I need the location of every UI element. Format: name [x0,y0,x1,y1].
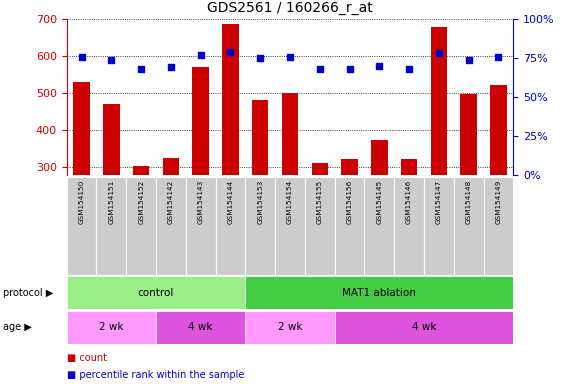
Bar [245,311,335,344]
Text: GSM154156: GSM154156 [346,180,353,224]
Text: GSM154146: GSM154146 [406,180,412,224]
Point [77,53,86,60]
Bar [282,93,298,278]
Text: 4 wk: 4 wk [412,322,436,333]
Text: GSM154151: GSM154151 [108,180,114,224]
Title: GDS2561 / 160266_r_at: GDS2561 / 160266_r_at [207,2,373,15]
Bar [222,24,238,278]
Bar [103,104,119,278]
Bar [364,177,394,275]
Point [196,52,205,58]
Text: ■ percentile rank within the sample: ■ percentile rank within the sample [67,370,244,380]
Text: GSM154154: GSM154154 [287,180,293,224]
Bar [156,177,186,275]
Text: GSM154152: GSM154152 [138,180,144,224]
Bar [305,177,335,275]
Text: MAT1 ablation: MAT1 ablation [342,288,416,298]
Bar [193,66,209,278]
Text: GSM154148: GSM154148 [466,180,472,224]
Bar [490,85,506,278]
Point [166,65,176,71]
Text: GSM154145: GSM154145 [376,180,382,224]
Bar [67,311,156,344]
Text: 2 wk: 2 wk [278,322,302,333]
Text: control: control [138,288,174,298]
Text: GSM154153: GSM154153 [257,180,263,224]
Bar [96,177,126,275]
Text: GSM154149: GSM154149 [495,180,502,224]
Point [464,56,473,63]
Bar [245,276,513,309]
Bar [133,166,149,278]
Bar [245,177,275,275]
Bar [275,177,305,275]
Bar [484,177,513,275]
Text: 2 wk: 2 wk [99,322,124,333]
Point [136,66,146,72]
Point [315,66,324,72]
Bar [461,94,477,278]
Text: GSM154142: GSM154142 [168,180,174,224]
Bar [394,177,424,275]
Bar [342,159,358,278]
Text: ■ count: ■ count [67,353,107,363]
Bar [163,158,179,278]
Bar [454,177,484,275]
Point [256,55,265,61]
Bar [74,82,90,278]
Bar [67,177,96,275]
Text: GSM154155: GSM154155 [317,180,323,224]
Bar [252,100,269,278]
Point [494,53,503,60]
Text: GSM154147: GSM154147 [436,180,442,224]
Text: age ▶: age ▶ [3,322,32,333]
Point [285,53,295,60]
Bar [335,177,364,275]
Bar [311,162,328,278]
Bar [186,177,216,275]
Text: protocol ▶: protocol ▶ [3,288,53,298]
Point [107,56,116,63]
Point [345,66,354,72]
Text: GSM154143: GSM154143 [198,180,204,224]
Text: 4 wk: 4 wk [188,322,213,333]
Point [434,50,444,56]
Bar [401,159,417,278]
Text: GSM154144: GSM154144 [227,180,234,224]
Bar [371,140,387,278]
Point [226,49,235,55]
Bar [424,177,454,275]
Point [404,66,414,72]
Bar [431,27,447,278]
Bar [126,177,156,275]
Text: GSM154150: GSM154150 [78,180,85,224]
Bar [216,177,245,275]
Bar [335,311,513,344]
Point [375,63,384,69]
Bar [156,311,245,344]
Bar [67,276,245,309]
